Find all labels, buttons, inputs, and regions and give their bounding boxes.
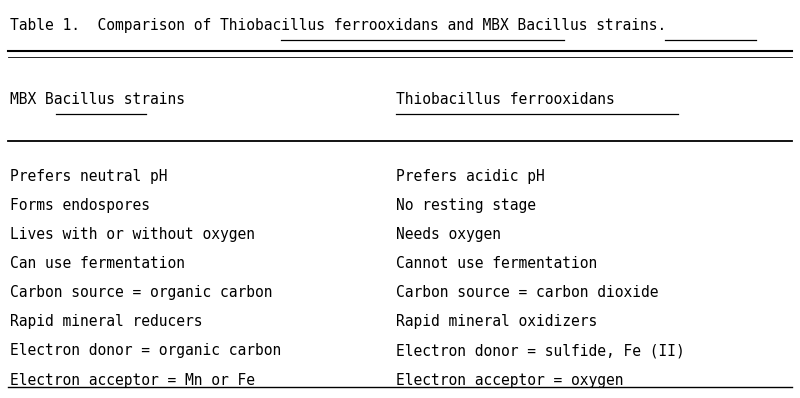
Text: Cannot use fermentation: Cannot use fermentation — [396, 256, 598, 271]
Text: MBX Bacillus strains: MBX Bacillus strains — [10, 92, 186, 107]
Text: Needs oxygen: Needs oxygen — [396, 227, 501, 242]
Text: Electron acceptor = Mn or Fe: Electron acceptor = Mn or Fe — [10, 373, 255, 388]
Text: Electron acceptor = oxygen: Electron acceptor = oxygen — [396, 373, 623, 388]
Text: Electron donor = sulfide, Fe (II): Electron donor = sulfide, Fe (II) — [396, 343, 685, 359]
Text: Prefers neutral pH: Prefers neutral pH — [10, 169, 168, 184]
Text: Prefers acidic pH: Prefers acidic pH — [396, 169, 545, 184]
Text: Forms endospores: Forms endospores — [10, 198, 150, 213]
Text: Carbon source = organic carbon: Carbon source = organic carbon — [10, 285, 273, 300]
Text: Rapid mineral oxidizers: Rapid mineral oxidizers — [396, 314, 598, 330]
Text: Lives with or without oxygen: Lives with or without oxygen — [10, 227, 255, 242]
Text: No resting stage: No resting stage — [396, 198, 536, 213]
Text: Can use fermentation: Can use fermentation — [10, 256, 186, 271]
Text: Rapid mineral reducers: Rapid mineral reducers — [10, 314, 203, 330]
Text: Carbon source = carbon dioxide: Carbon source = carbon dioxide — [396, 285, 658, 300]
Text: Electron donor = organic carbon: Electron donor = organic carbon — [10, 343, 282, 359]
Text: Table 1.  Comparison of Thiobacillus ferrooxidans and MBX Bacillus strains.: Table 1. Comparison of Thiobacillus ferr… — [10, 18, 666, 33]
Text: Thiobacillus ferrooxidans: Thiobacillus ferrooxidans — [396, 92, 614, 107]
